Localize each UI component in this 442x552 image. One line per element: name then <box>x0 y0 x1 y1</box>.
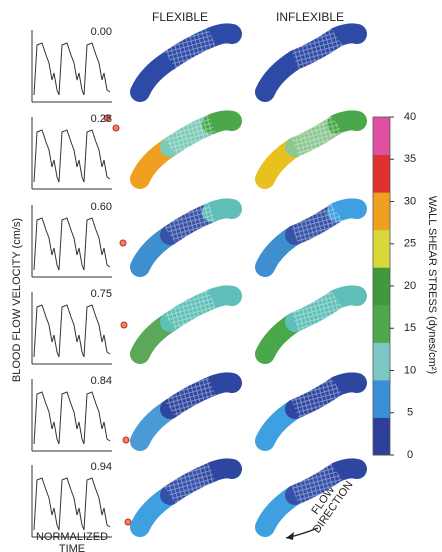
row: 0.28 <box>31 110 367 190</box>
y-axis-label: BLOOD FLOW VELOCITY (cm/s) <box>11 218 23 382</box>
vessel <box>327 110 367 134</box>
row: 0.94 <box>31 458 367 538</box>
flow-arrow-head <box>286 532 294 540</box>
colorbar-tick-label: 15 <box>404 322 416 334</box>
vessel <box>327 372 367 396</box>
time-marker <box>124 518 132 526</box>
vessel <box>202 110 242 134</box>
time-label: 0.60 <box>91 201 112 213</box>
time-label: 0.00 <box>91 26 112 38</box>
colorbar-segment <box>373 417 390 456</box>
column-header: FLEXIBLE <box>152 10 208 24</box>
stent <box>164 114 216 156</box>
stent <box>291 203 343 245</box>
time-marker <box>122 436 130 444</box>
waveform <box>33 129 111 183</box>
colorbar-tick-label: 10 <box>404 364 416 376</box>
vessel <box>202 372 242 396</box>
colorbar-tick-label: 25 <box>404 238 416 250</box>
row: 0.75 <box>31 285 367 365</box>
time-label: 0.28 <box>91 113 112 125</box>
time-marker <box>120 321 128 329</box>
colorbar-segment <box>373 379 390 418</box>
waveform <box>33 42 111 96</box>
colorbar-tick-label: 40 <box>404 111 416 123</box>
colorbar-tick-label: 30 <box>404 195 416 207</box>
vessel <box>327 285 367 309</box>
waveform <box>33 217 111 271</box>
colorbar-segment <box>373 192 390 231</box>
stent <box>164 376 216 418</box>
colorbar-segment <box>373 267 390 306</box>
colorbar-segment <box>373 304 390 343</box>
colorbar-tick-label: 35 <box>404 153 416 165</box>
waveform <box>33 477 111 531</box>
colorbar-segment <box>373 342 390 381</box>
time-label: 0.84 <box>91 375 112 387</box>
colorbar-tick-label: 0 <box>407 449 413 461</box>
colorbar-label: WALL SHEAR STRESS (dynes/cm²) <box>426 196 438 374</box>
colorbar-segment <box>373 229 390 268</box>
vessel <box>202 23 242 47</box>
time-label: 0.75 <box>91 288 112 300</box>
x-axis-label: TIME <box>59 543 85 552</box>
stent <box>291 115 343 157</box>
waveform <box>33 304 111 358</box>
colorbar-segment <box>373 117 390 156</box>
stent <box>291 290 343 332</box>
waveform <box>33 391 111 445</box>
row: 0.84 <box>31 372 367 452</box>
column-header: INFLEXIBLE <box>276 10 344 24</box>
stent <box>291 463 343 505</box>
vessel <box>202 285 242 309</box>
vessel <box>327 23 367 47</box>
colorbar-segment <box>373 154 390 193</box>
time-marker <box>103 114 111 122</box>
vessel <box>202 198 242 222</box>
stent <box>164 202 216 244</box>
time-marker <box>112 124 120 132</box>
row: 0.60 <box>31 198 367 278</box>
colorbar-tick-label: 20 <box>404 280 416 292</box>
stent <box>164 27 216 69</box>
colorbar-tick-label: 5 <box>407 407 413 419</box>
vessel <box>327 458 367 482</box>
time-marker <box>119 239 127 247</box>
row: 0.00 <box>31 23 367 122</box>
stent <box>291 28 343 70</box>
stent <box>291 377 343 419</box>
vessel <box>202 458 242 482</box>
time-label: 0.94 <box>91 461 112 473</box>
stent <box>164 289 216 331</box>
stent <box>164 462 216 504</box>
vessel <box>327 198 367 222</box>
